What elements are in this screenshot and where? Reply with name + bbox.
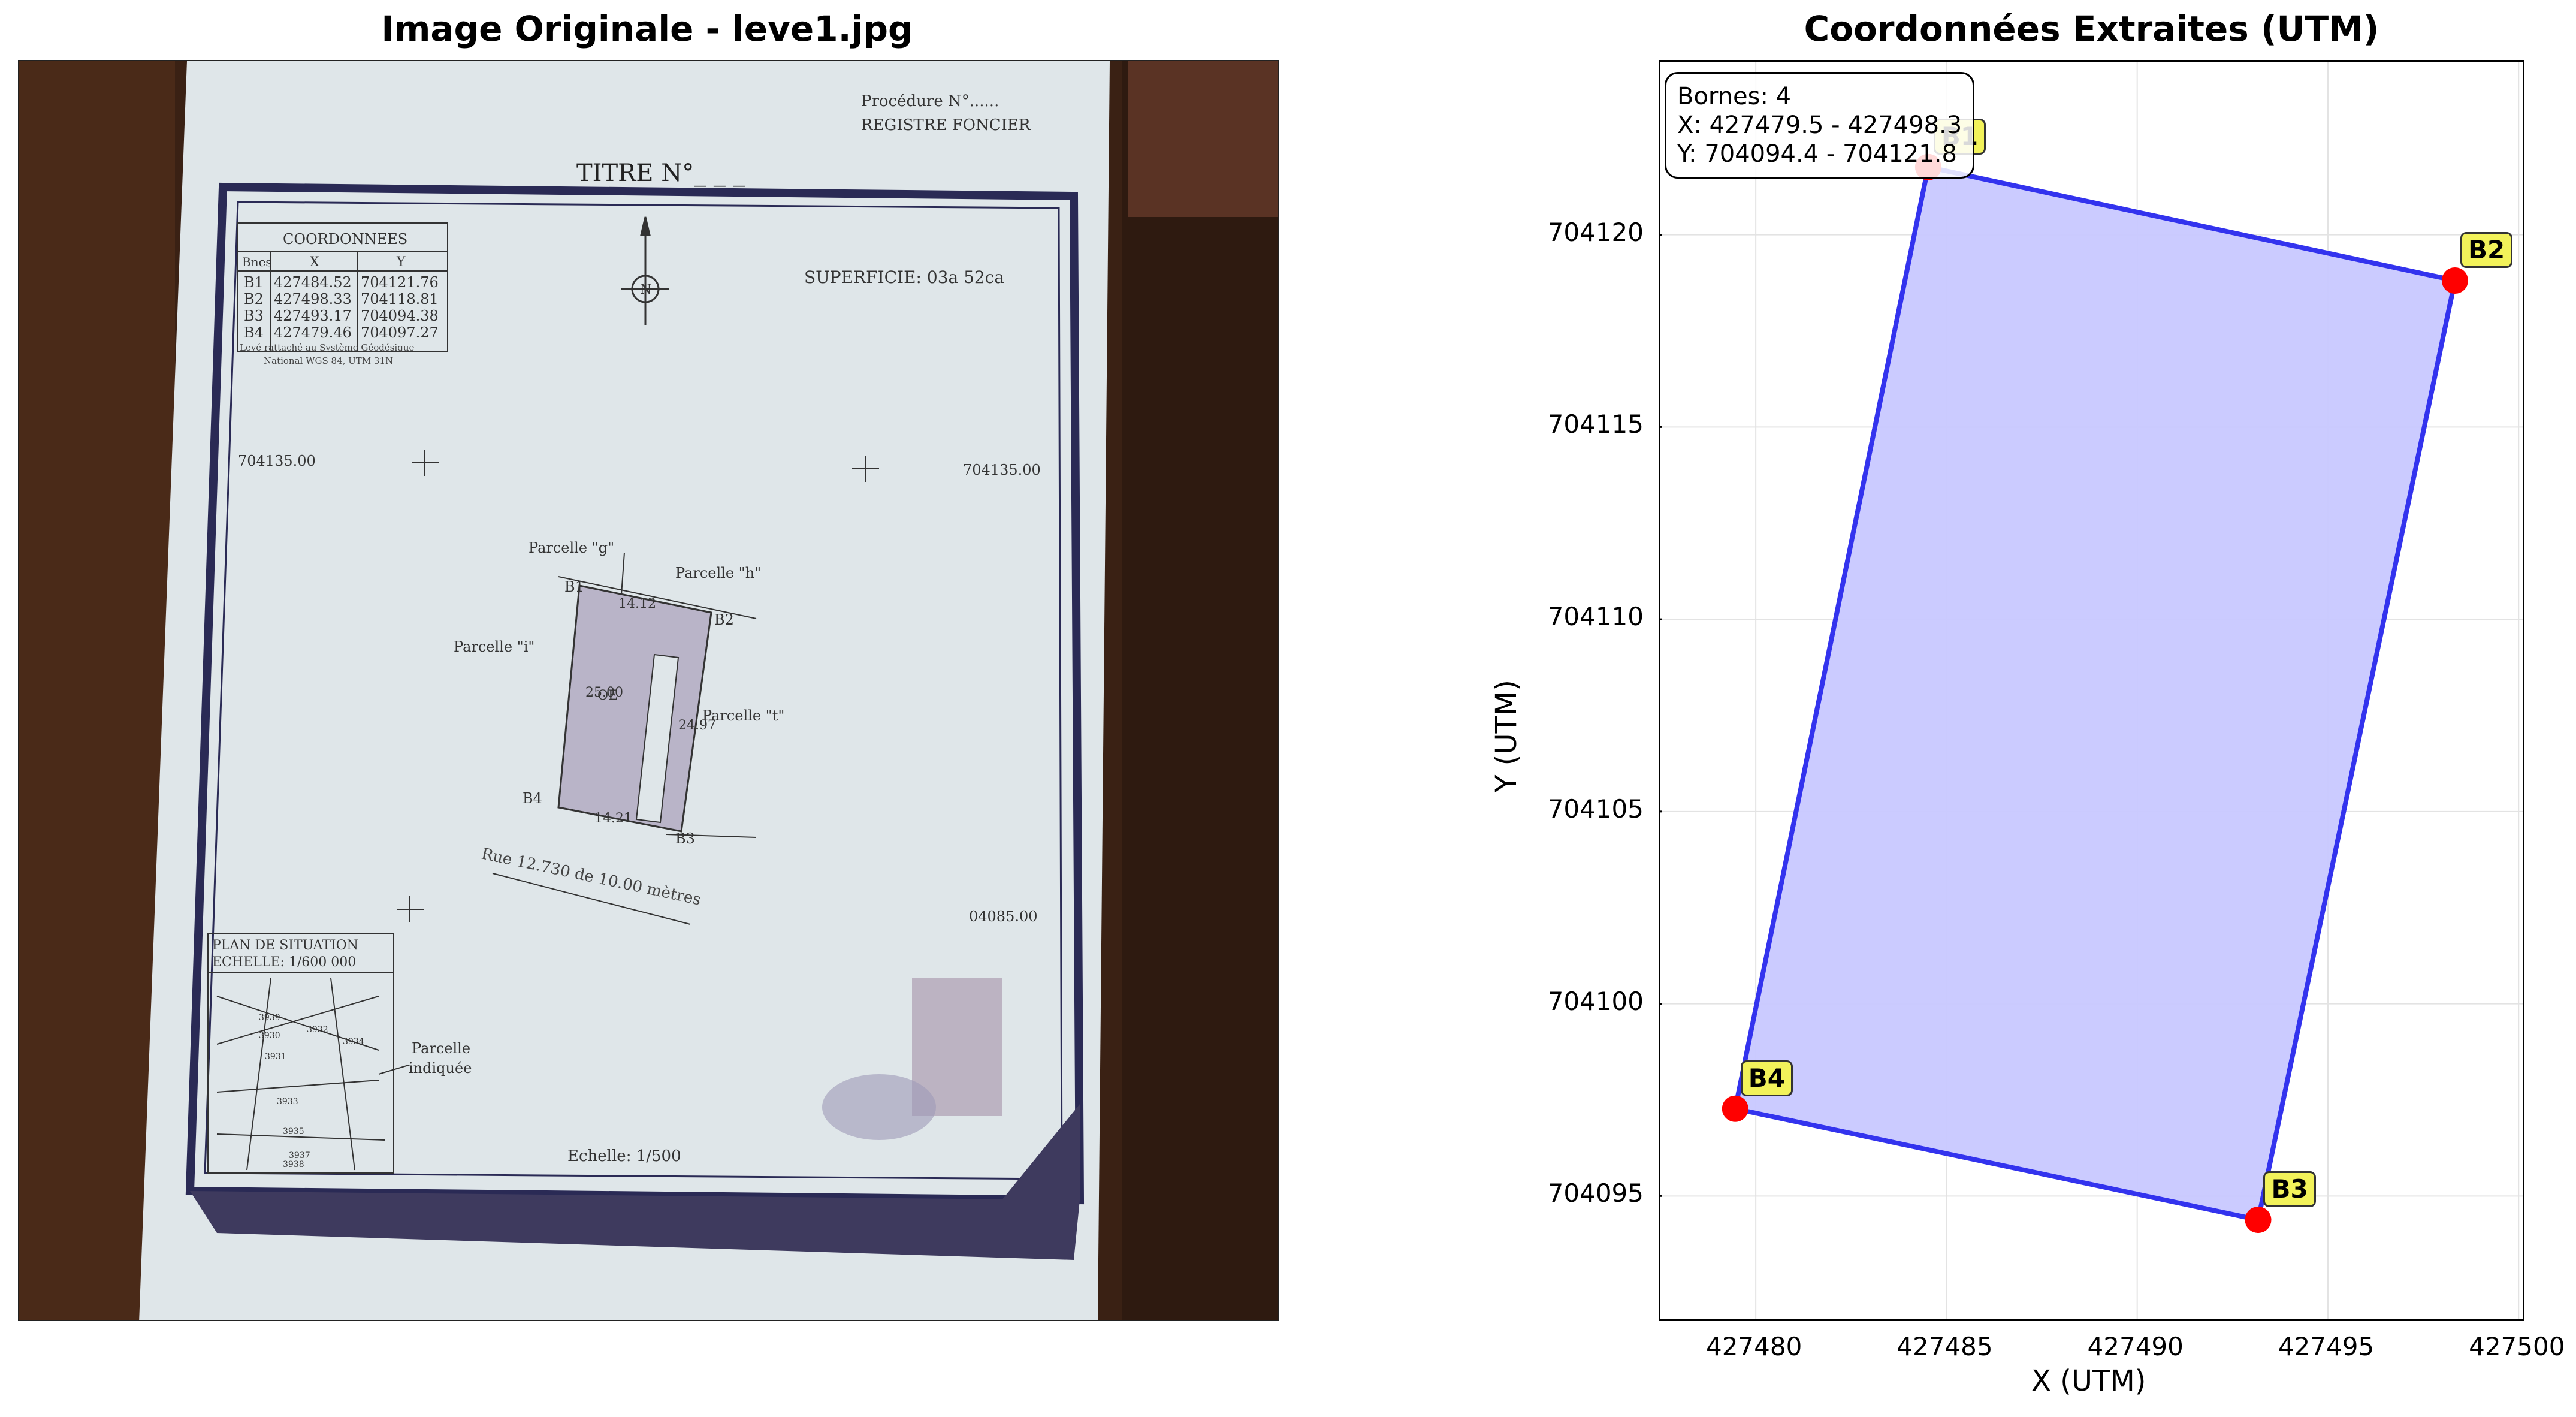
svg-text:427479.46: 427479.46 — [274, 324, 352, 341]
info-bornes: Bornes: 4 — [1677, 83, 1792, 110]
svg-text:3933: 3933 — [277, 1097, 298, 1107]
svg-text:National WGS 84, UTM 31N: National WGS 84, UTM 31N — [264, 355, 393, 366]
svg-text:OE: OE — [597, 688, 618, 703]
svg-text:3931: 3931 — [265, 1052, 286, 1062]
point-b2 — [2441, 267, 2468, 294]
svg-text:3938: 3938 — [283, 1160, 304, 1169]
north-arrow-icon — [621, 216, 669, 325]
svg-text:Parcelle: Parcelle — [412, 1040, 470, 1057]
chart-title: Coordonnées Extraites (UTM) — [1804, 8, 2379, 49]
info-y-range: Y: 704094.4 - 704121.8 — [1677, 140, 1957, 168]
parcel-hatched — [557, 584, 712, 833]
y-tick-label: 704110 — [1547, 602, 1644, 632]
procedure-text: Procédure N°...... — [861, 92, 999, 110]
svg-text:704094.38: 704094.38 — [361, 307, 439, 324]
original-photo: Procédure N°...... REGISTRE FONCIER TITR… — [18, 60, 1279, 1321]
svg-text:704135.00: 704135.00 — [238, 453, 316, 469]
point-label-b4: B4 — [1740, 1060, 1793, 1096]
svg-text:427484.52: 427484.52 — [274, 274, 352, 291]
point-b4 — [1722, 1095, 1748, 1122]
svg-text:B3: B3 — [244, 307, 264, 324]
svg-text:3932: 3932 — [307, 1025, 328, 1035]
point-label-b2: B2 — [2460, 231, 2513, 268]
svg-text:Bnes: Bnes — [242, 255, 272, 269]
echelle-text: Echelle: 1/500 — [567, 1147, 681, 1165]
svg-text:B4: B4 — [523, 790, 542, 807]
parcel-polygon — [1732, 164, 2457, 1223]
point-b3 — [2245, 1207, 2272, 1234]
svg-text:Y: Y — [396, 255, 406, 270]
y-tick-label: 704105 — [1547, 794, 1644, 824]
svg-text:Parcelle "g": Parcelle "g" — [529, 539, 614, 556]
info-box: Bornes: 4 X: 427479.5 - 427498.3 Y: 7040… — [1665, 72, 1975, 179]
svg-text:14.12: 14.12 — [618, 596, 656, 611]
titre-text: TITRE N°_ _ _ — [576, 159, 745, 187]
svg-text:Parcelle "t": Parcelle "t" — [702, 707, 784, 724]
x-tick-label: 427495 — [2278, 1332, 2375, 1361]
superficie-text: SUPERFICIE: 03a 52ca — [804, 267, 1004, 287]
svg-text:B3: B3 — [675, 830, 695, 847]
left-panel-title: Image Originale - leve1.jpg — [381, 8, 913, 49]
svg-text:704121.76: 704121.76 — [361, 274, 439, 291]
svg-text:Levé rattaché au Système Géodé: Levé rattaché au Système Géodésique — [240, 342, 414, 353]
chart-svg — [1660, 62, 2523, 1319]
svg-text:427498.33: 427498.33 — [274, 291, 352, 307]
svg-text:14.21: 14.21 — [594, 811, 632, 826]
x-tick-label: 427485 — [1896, 1332, 1993, 1361]
x-tick-label: 427500 — [2469, 1332, 2565, 1361]
info-x-range: X: 427479.5 - 427498.3 — [1677, 111, 1962, 139]
y-tick-label: 704120 — [1547, 217, 1644, 247]
svg-text:Parcelle "i": Parcelle "i" — [454, 638, 534, 655]
svg-text:25.00: 25.00 — [585, 685, 623, 700]
svg-text:B1: B1 — [244, 274, 264, 291]
plot-area — [1659, 60, 2524, 1321]
x-tick-label: 427480 — [1705, 1332, 1802, 1361]
y-tick-label: 704115 — [1547, 409, 1644, 439]
y-axis-label: Y (UTM) — [1489, 680, 1523, 792]
situation-plan — [207, 933, 394, 1174]
x-axis-label: X (UTM) — [2031, 1364, 2146, 1398]
svg-text:B2: B2 — [244, 291, 264, 307]
svg-text:3930: 3930 — [259, 1031, 280, 1041]
coordinates-table — [237, 222, 448, 352]
x-tick-label: 427490 — [2087, 1332, 2184, 1361]
svg-text:indiquée: indiquée — [409, 1060, 472, 1077]
svg-text:N: N — [640, 282, 651, 297]
svg-text:X: X — [310, 255, 319, 270]
svg-text:704118.81: 704118.81 — [361, 291, 439, 307]
svg-text:3939: 3939 — [259, 1013, 280, 1023]
svg-text:ECHELLE: 1/600 000: ECHELLE: 1/600 000 — [212, 955, 356, 970]
svg-text:B1: B1 — [564, 578, 584, 595]
svg-text:704097.27: 704097.27 — [361, 324, 439, 341]
svg-text:Parcelle "h": Parcelle "h" — [675, 565, 761, 581]
point-label-b3: B3 — [2263, 1171, 2316, 1208]
svg-text:3937: 3937 — [289, 1151, 310, 1160]
svg-text:24.97: 24.97 — [678, 718, 716, 733]
y-tick-label: 704095 — [1547, 1178, 1644, 1208]
svg-text:704135.00: 704135.00 — [963, 462, 1041, 478]
svg-text:COORDONNEES: COORDONNEES — [283, 231, 407, 248]
svg-text:B4: B4 — [244, 324, 264, 341]
svg-text:B2: B2 — [714, 611, 734, 628]
svg-text:3934: 3934 — [343, 1037, 364, 1047]
svg-text:PLAN DE SITUATION: PLAN DE SITUATION — [212, 938, 358, 953]
registre-text: REGISTRE FONCIER — [861, 116, 1031, 134]
y-tick-label: 704100 — [1547, 986, 1644, 1016]
svg-text:3935: 3935 — [283, 1127, 304, 1136]
svg-text:427493.17: 427493.17 — [274, 307, 352, 324]
svg-text:04085.00: 04085.00 — [969, 908, 1038, 925]
